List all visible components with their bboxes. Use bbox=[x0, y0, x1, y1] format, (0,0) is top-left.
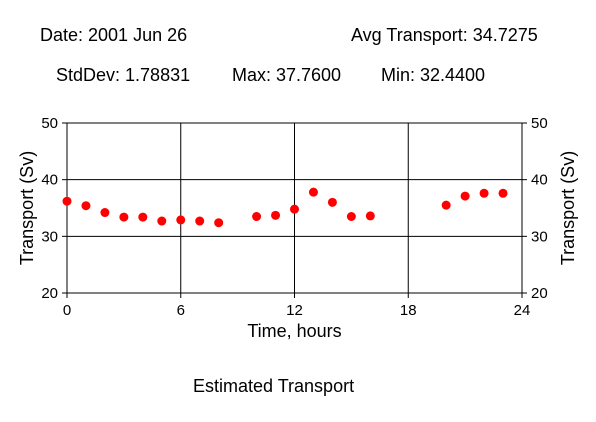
data-point bbox=[290, 204, 299, 214]
chart-caption: Estimated Transport bbox=[193, 376, 355, 396]
data-point bbox=[479, 188, 489, 198]
data-point bbox=[100, 208, 110, 218]
data-point bbox=[214, 218, 224, 228]
y-tick-label-right: 40 bbox=[531, 172, 548, 189]
data-point bbox=[498, 188, 508, 198]
data-point bbox=[460, 191, 470, 201]
data-point bbox=[308, 187, 318, 197]
data-point bbox=[441, 200, 451, 210]
stddev-label: StdDev: 1.78831 bbox=[56, 65, 191, 85]
y-tick-label-left: 40 bbox=[41, 172, 58, 189]
y-tick-label-left: 20 bbox=[41, 285, 58, 302]
x-tick-label: 18 bbox=[400, 302, 417, 319]
avg-transport-label: Avg Transport: 34.7275 bbox=[351, 25, 538, 45]
data-point bbox=[119, 212, 129, 222]
data-point bbox=[346, 212, 356, 221]
data-point bbox=[138, 212, 148, 222]
y-tick-label-left: 50 bbox=[41, 115, 58, 132]
data-point bbox=[62, 196, 72, 206]
x-tick-label: 6 bbox=[177, 302, 185, 319]
min-label: Min: 32.4400 bbox=[381, 65, 486, 85]
data-point bbox=[176, 215, 186, 225]
date-label: Date: 2001 Jun 26 bbox=[40, 25, 188, 45]
data-point bbox=[327, 197, 337, 207]
data-point bbox=[157, 216, 167, 226]
y-tick-label-right: 20 bbox=[531, 285, 548, 302]
y-tick-label-right: 50 bbox=[531, 115, 548, 132]
y-tick-label-left: 30 bbox=[41, 228, 58, 245]
data-point bbox=[81, 201, 91, 211]
x-tick-label: 0 bbox=[63, 302, 71, 319]
x-tick-label: 12 bbox=[286, 302, 303, 319]
y-axis-title-right: Transport (Sv) bbox=[558, 151, 578, 265]
x-tick-label: 24 bbox=[514, 302, 531, 319]
data-point bbox=[195, 216, 205, 226]
y-axis-title-left: Transport (Sv) bbox=[17, 151, 37, 265]
max-label: Max: 37.7600 bbox=[232, 65, 342, 85]
data-point bbox=[271, 210, 281, 220]
data-point bbox=[365, 211, 375, 221]
data-point bbox=[252, 212, 262, 221]
y-tick-label-right: 30 bbox=[531, 228, 548, 245]
x-axis-title: Time, hours bbox=[247, 321, 341, 341]
